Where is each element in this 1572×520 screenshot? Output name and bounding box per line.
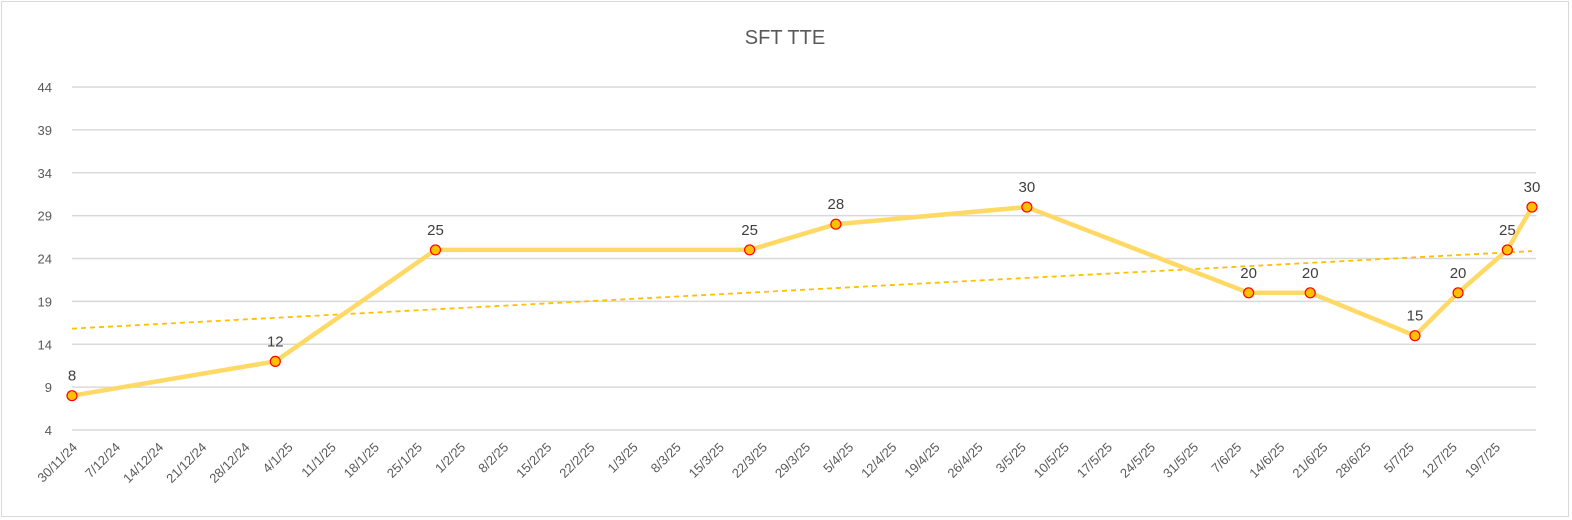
x-tick-label: 14/12/24 bbox=[120, 440, 166, 486]
trendline bbox=[71, 250, 1533, 330]
y-tick-label: 14 bbox=[38, 337, 52, 352]
chart-title: SFT TTE bbox=[745, 27, 825, 49]
x-tick-label: 29/3/25 bbox=[772, 440, 813, 481]
data-label: 12 bbox=[267, 333, 284, 350]
x-tick-label: 1/3/25 bbox=[605, 440, 641, 476]
data-point bbox=[1243, 287, 1255, 299]
data-label: 8 bbox=[68, 368, 76, 385]
x-tick-label: 22/3/25 bbox=[729, 440, 770, 481]
x-tick-label: 8/3/25 bbox=[648, 440, 684, 476]
x-tick-label: 21/12/24 bbox=[163, 440, 209, 486]
x-tick-label: 7/6/25 bbox=[1208, 440, 1244, 476]
x-tick-label: 19/7/25 bbox=[1462, 440, 1503, 481]
y-tick-label: 29 bbox=[38, 209, 52, 224]
data-label: 20 bbox=[1302, 265, 1319, 282]
data-point bbox=[66, 390, 78, 402]
data-point bbox=[1501, 244, 1513, 256]
data-point bbox=[429, 244, 442, 256]
x-tick-label: 14/6/25 bbox=[1246, 440, 1287, 481]
data-label: 15 bbox=[1407, 308, 1424, 325]
x-tick-label: 30/11/24 bbox=[34, 440, 80, 486]
data-point bbox=[269, 355, 281, 367]
y-tick-label: 9 bbox=[45, 380, 52, 395]
data-point bbox=[1409, 330, 1421, 342]
x-tick-label: 4/1/25 bbox=[260, 440, 296, 476]
y-tick-label: 19 bbox=[38, 294, 52, 309]
x-tick-label: 5/4/25 bbox=[820, 440, 856, 476]
data-label: 20 bbox=[1450, 265, 1467, 282]
data-label: 30 bbox=[1524, 179, 1541, 196]
x-tick-label: 8/2/25 bbox=[475, 440, 511, 476]
data-label: 28 bbox=[828, 196, 845, 213]
y-tick-label: 4 bbox=[45, 423, 52, 438]
data-point bbox=[830, 218, 842, 230]
x-tick-label: 7/12/24 bbox=[82, 440, 123, 481]
x-tick-label: 12/4/25 bbox=[858, 440, 899, 481]
x-tick-label: 21/6/25 bbox=[1289, 440, 1330, 481]
x-tick-label: 22/2/25 bbox=[556, 440, 597, 481]
y-tick-label: 44 bbox=[38, 80, 52, 95]
x-tick-label: 11/1/25 bbox=[298, 440, 339, 481]
y-tick-label: 34 bbox=[38, 166, 52, 181]
y-tick-label: 39 bbox=[38, 123, 52, 138]
x-tick-label: 17/5/25 bbox=[1074, 440, 1115, 481]
x-tick-label: 28/12/24 bbox=[206, 440, 252, 486]
data-point bbox=[1526, 201, 1538, 213]
x-tick-label: 24/5/25 bbox=[1117, 440, 1158, 481]
y-tick-label: 24 bbox=[38, 252, 52, 267]
x-tick-label: 12/7/25 bbox=[1419, 440, 1460, 481]
x-tick-label: 10/5/25 bbox=[1031, 440, 1072, 481]
data-point bbox=[1021, 201, 1033, 213]
series-line bbox=[71, 204, 1534, 398]
data-point bbox=[1452, 287, 1464, 299]
x-tick-label: 5/7/25 bbox=[1381, 440, 1417, 476]
data-label: 25 bbox=[1499, 222, 1516, 239]
data-point bbox=[1304, 287, 1316, 299]
x-tick-label: 31/5/25 bbox=[1160, 440, 1201, 481]
x-tick-label: 15/3/25 bbox=[686, 440, 727, 481]
data-label: 20 bbox=[1240, 265, 1257, 282]
data-label: 25 bbox=[741, 222, 758, 239]
data-label: 25 bbox=[427, 222, 444, 239]
data-label: 30 bbox=[1019, 179, 1036, 196]
data-point bbox=[744, 244, 756, 256]
x-tick-label: 3/5/25 bbox=[993, 440, 1029, 476]
x-tick-label: 28/6/25 bbox=[1333, 440, 1374, 481]
x-tick-label: 19/4/25 bbox=[901, 440, 942, 481]
x-tick-label: 25/1/25 bbox=[384, 440, 425, 481]
x-tick-label: 18/1/25 bbox=[341, 440, 382, 481]
x-tick-label: 26/4/25 bbox=[944, 440, 985, 481]
x-tick-label: 15/2/25 bbox=[513, 440, 554, 481]
x-tick-label: 1/2/25 bbox=[432, 440, 468, 476]
